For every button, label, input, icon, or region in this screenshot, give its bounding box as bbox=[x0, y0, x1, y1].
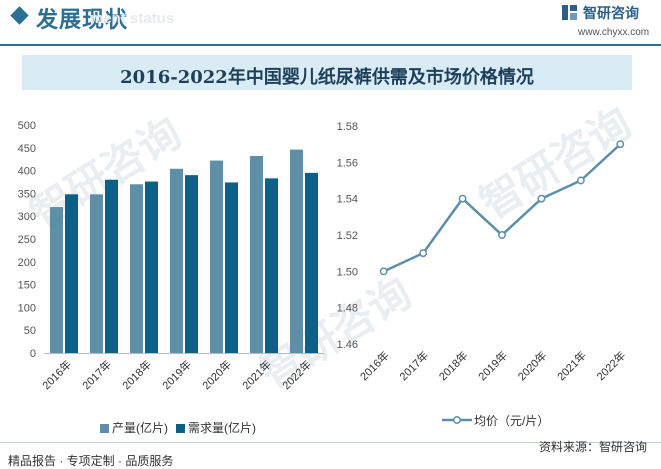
legend-production: 产量(亿片) bbox=[100, 419, 168, 436]
x-tick-label: 2019年 bbox=[475, 348, 510, 383]
legend-demand: 需求量(亿片) bbox=[176, 419, 256, 436]
bar-production bbox=[250, 156, 263, 353]
x-tick-label: 2017年 bbox=[396, 348, 431, 383]
bar-demand bbox=[65, 194, 78, 353]
price-point bbox=[576, 176, 585, 185]
y-tick-label: 500 bbox=[18, 120, 36, 132]
price-point bbox=[419, 249, 428, 258]
x-tick-label: 2018年 bbox=[436, 348, 471, 383]
y-tick-label: 400 bbox=[18, 166, 36, 178]
legend-label: 产量(亿片) bbox=[112, 421, 168, 435]
y-tick-label: 1.58 bbox=[337, 121, 358, 133]
y-tick-label: 1.52 bbox=[337, 230, 358, 242]
y-tick-label: 50 bbox=[24, 325, 36, 337]
y-tick-label: 1.56 bbox=[337, 157, 358, 169]
logo-icon bbox=[562, 5, 577, 20]
price-point bbox=[458, 194, 467, 203]
section-title: 发展现状 bbox=[36, 7, 129, 32]
legend-label: 均价（元/片） bbox=[474, 414, 550, 428]
price-point bbox=[379, 267, 388, 276]
x-tick-label: 2022年 bbox=[279, 357, 314, 392]
y-tick-label: 300 bbox=[18, 211, 36, 223]
chart-title-bar: 2016-2022年中国婴儿纸尿裤供需及市场价格情况 bbox=[22, 55, 632, 90]
x-tick-label: 2020年 bbox=[199, 357, 234, 392]
bar-demand bbox=[105, 179, 118, 353]
legend-price: 均价（元/片） bbox=[440, 412, 549, 429]
y-tick-label: 1.48 bbox=[337, 303, 358, 315]
y-tick-label: 0 bbox=[30, 348, 36, 360]
footer-divider bbox=[0, 442, 661, 443]
bar-production bbox=[210, 160, 223, 353]
bar-demand bbox=[225, 182, 238, 353]
x-tick-label: 2019年 bbox=[159, 357, 194, 392]
bar-demand bbox=[185, 175, 198, 353]
bar-demand bbox=[305, 172, 318, 353]
bar-demand bbox=[265, 178, 278, 353]
price-point bbox=[498, 231, 506, 239]
y-tick-label: 150 bbox=[18, 280, 36, 292]
legend-swatch bbox=[176, 424, 185, 433]
x-tick-label: 2022年 bbox=[593, 348, 628, 383]
section-subtitle: ment status bbox=[90, 10, 175, 27]
y-tick-label: 250 bbox=[18, 234, 36, 246]
y-tick-label: 1.54 bbox=[337, 194, 358, 206]
x-tick-label: 2020年 bbox=[515, 348, 550, 383]
y-tick-label: 450 bbox=[18, 143, 36, 155]
x-tick-label: 2016年 bbox=[357, 348, 392, 383]
y-tick-label: 200 bbox=[18, 257, 36, 269]
y-tick-label: 350 bbox=[18, 188, 36, 200]
x-tick-label: 2016年 bbox=[39, 357, 74, 392]
bar-production bbox=[50, 207, 63, 353]
y-tick-label: 100 bbox=[18, 302, 36, 314]
logo-name: 智研咨询 bbox=[583, 5, 639, 21]
x-tick-label: 2017年 bbox=[79, 357, 114, 392]
legend-swatch bbox=[100, 424, 109, 433]
bar-production bbox=[130, 184, 143, 353]
price-point bbox=[616, 140, 625, 149]
x-tick-label: 2021年 bbox=[239, 357, 274, 392]
bar-production bbox=[170, 168, 183, 353]
x-tick-label: 2021年 bbox=[554, 348, 589, 383]
y-tick-label: 1.50 bbox=[337, 266, 358, 278]
y-tick-label: 1.46 bbox=[337, 339, 358, 351]
legend-line-icon bbox=[442, 416, 472, 424]
legend-label: 需求量(亿片) bbox=[188, 421, 256, 435]
logo-url: www.chyxx.com bbox=[578, 27, 650, 38]
chart-title: 2016-2022年中国婴儿纸尿裤供需及市场价格情况 bbox=[120, 67, 534, 88]
x-tick-label: 2018年 bbox=[119, 357, 154, 392]
header: 发展现状 ment status 智研咨询 www.chyxx.com bbox=[0, 0, 661, 44]
bar-demand bbox=[145, 181, 158, 353]
footer-source: 资料来源：智研咨询 bbox=[538, 440, 647, 454]
bar-production bbox=[90, 194, 103, 353]
footer-tagline: 精品报告 · 专项定制 · 品质服务 bbox=[8, 454, 174, 468]
bar-production bbox=[290, 149, 303, 353]
header-divider bbox=[0, 44, 661, 46]
price-point bbox=[537, 194, 546, 203]
price-line bbox=[383, 143, 622, 273]
